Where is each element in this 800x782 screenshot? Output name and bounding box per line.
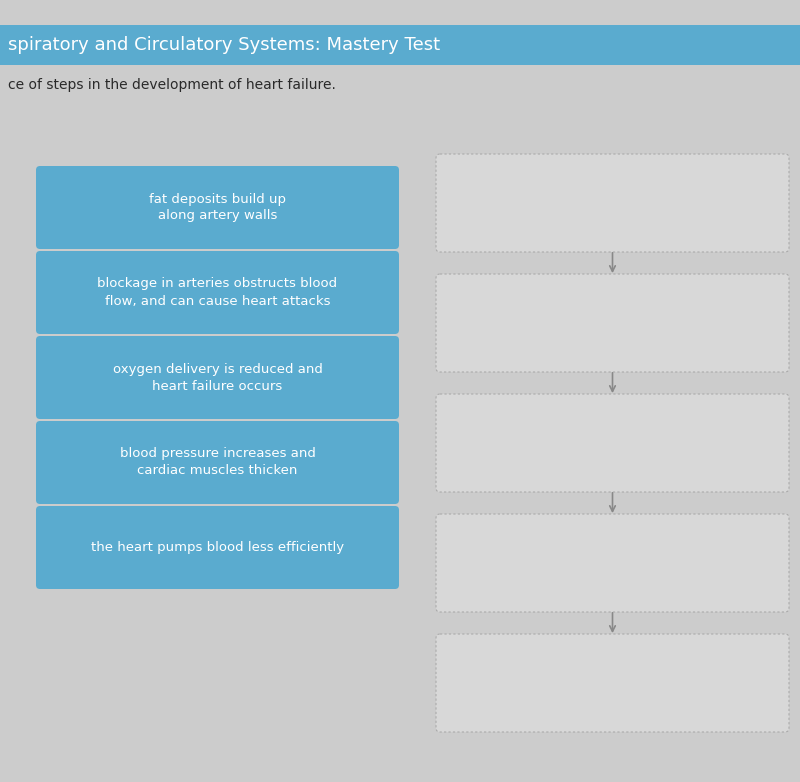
Text: blockage in arteries obstructs blood
flow, and can cause heart attacks: blockage in arteries obstructs blood flo… — [98, 278, 338, 307]
FancyBboxPatch shape — [436, 154, 789, 252]
FancyBboxPatch shape — [436, 394, 789, 492]
FancyBboxPatch shape — [36, 251, 399, 334]
FancyBboxPatch shape — [36, 421, 399, 504]
Text: spiratory and Circulatory Systems: Mastery Test: spiratory and Circulatory Systems: Maste… — [8, 36, 440, 54]
FancyBboxPatch shape — [36, 506, 399, 589]
FancyBboxPatch shape — [0, 25, 800, 65]
Text: oxygen delivery is reduced and
heart failure occurs: oxygen delivery is reduced and heart fai… — [113, 363, 322, 393]
Text: ce of steps in the development of heart failure.: ce of steps in the development of heart … — [8, 78, 336, 92]
FancyBboxPatch shape — [436, 634, 789, 732]
Text: the heart pumps blood less efficiently: the heart pumps blood less efficiently — [91, 541, 344, 554]
Text: blood pressure increases and
cardiac muscles thicken: blood pressure increases and cardiac mus… — [119, 447, 315, 478]
Text: fat deposits build up
along artery walls: fat deposits build up along artery walls — [149, 192, 286, 223]
FancyBboxPatch shape — [436, 274, 789, 372]
FancyBboxPatch shape — [36, 336, 399, 419]
FancyBboxPatch shape — [436, 514, 789, 612]
FancyBboxPatch shape — [36, 166, 399, 249]
